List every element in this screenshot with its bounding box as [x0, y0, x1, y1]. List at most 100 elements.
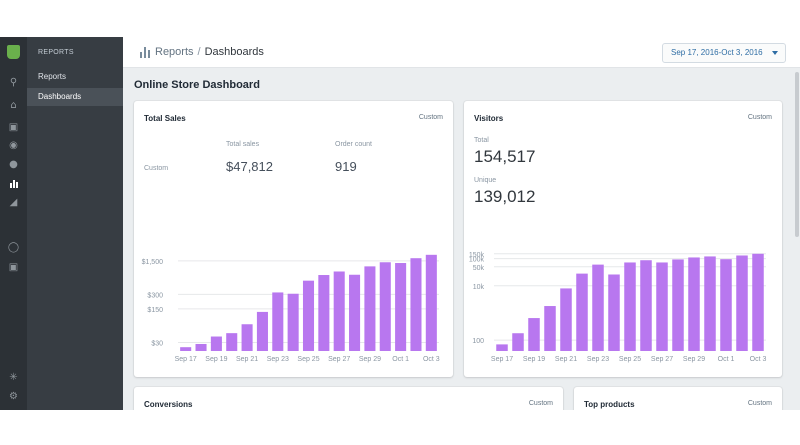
x-tick-label: Sep 29 — [359, 356, 381, 363]
top-margin — [0, 0, 800, 37]
visitors-unique-label: Unique — [474, 177, 497, 184]
vertical-scrollbar[interactable] — [795, 72, 799, 237]
breadcrumb-separator: / — [197, 46, 201, 58]
x-tick-label: Sep 29 — [683, 356, 705, 363]
x-tick-label: Sep 19 — [523, 356, 545, 363]
x-tick-label: Sep 19 — [205, 356, 227, 363]
chart-bar — [180, 347, 192, 351]
top-products-custom-link[interactable]: Custom — [747, 400, 772, 407]
visitors-unique-value: 139,012 — [474, 187, 536, 206]
online-store-icon[interactable]: ◯ — [7, 242, 20, 253]
order-count-value: 919 — [335, 159, 357, 174]
y-tick-label: $1,500 — [142, 259, 164, 266]
breadcrumb: Reports / Dashboards — [155, 46, 264, 58]
total-sales-value: $47,812 — [226, 159, 273, 174]
chart-bar — [672, 259, 684, 351]
chart-bar — [528, 318, 540, 351]
x-tick-label: Sep 23 — [267, 356, 289, 363]
x-tick-label: Sep 25 — [297, 356, 319, 363]
chart-bar — [395, 263, 407, 351]
conversions-custom-link[interactable]: Custom — [528, 400, 553, 407]
total-sales-chart: $30 $150 $300 $1,500 Sep 17 Sep 19 Sep 21 Sep 2… — [142, 254, 440, 363]
conversions-card: Conversions Custom — [134, 387, 563, 410]
chart-bar — [544, 306, 556, 351]
visitors-total-value: 154,517 — [474, 147, 536, 166]
date-range-picker[interactable]: Sep 17, 2016-Oct 3, 2016 — [662, 43, 786, 63]
icon-rail: ⚲ ⌂ ▣ ◉ ● ◢ ◯ ▣ ✳ ⚙ — [0, 37, 27, 410]
chart-bar — [752, 253, 764, 351]
visitors-title: Visitors — [474, 114, 504, 123]
chart-bar — [302, 280, 315, 351]
chart-bar — [333, 271, 345, 351]
chart-bar — [688, 257, 700, 351]
subnav-item-reports[interactable]: Reports — [38, 72, 67, 81]
chart-bar — [195, 343, 207, 351]
chart-bar — [349, 274, 361, 351]
main-content: Reports / Dashboards Sep 17, 2016-Oct 3, 2… — [123, 37, 800, 410]
y-tick-label: $300 — [147, 292, 163, 299]
x-tick-label: Sep 17 — [175, 356, 197, 363]
breadcrumb-reports-link[interactable]: Reports — [155, 46, 194, 58]
x-tick-label: Sep 25 — [619, 356, 641, 363]
settings-icon[interactable]: ⚙ — [9, 391, 18, 402]
chart-bar — [287, 293, 299, 351]
total-sales-card: Total Sales Custom Total sales Order cou… — [134, 101, 453, 377]
chart-bar — [496, 344, 508, 351]
chart-bar — [272, 292, 284, 351]
chart-bar — [241, 324, 253, 351]
sales-channel-icon[interactable]: ▣ — [8, 262, 19, 273]
bottom-margin — [0, 410, 800, 445]
chart-bar — [736, 255, 748, 351]
y-tick-label: 150k — [469, 252, 485, 259]
orders-icon[interactable]: ▣ — [8, 122, 19, 133]
chart-bar — [364, 266, 376, 351]
page-title: Online Store Dashboard — [134, 79, 260, 91]
home-icon[interactable]: ⌂ — [10, 100, 17, 111]
date-range-label: Sep 17, 2016-Oct 3, 2016 — [671, 48, 763, 57]
products-icon[interactable]: ◉ — [9, 140, 18, 151]
discounts-icon[interactable]: ◢ — [9, 197, 18, 208]
chart-bar — [640, 260, 652, 351]
total-sales-title: Total Sales — [144, 114, 186, 123]
chart-bar — [512, 333, 524, 351]
total-sales-custom-link[interactable]: Custom — [418, 114, 443, 121]
chart-bar — [656, 262, 668, 351]
chart-bar — [318, 275, 330, 351]
x-tick-label: Oct 3 — [423, 356, 440, 363]
search-icon[interactable]: ⚲ — [9, 77, 18, 88]
subnav-item-dashboards[interactable]: Dashboards — [27, 88, 123, 106]
chart-bar — [226, 333, 238, 351]
chart-bar — [256, 311, 268, 351]
reports-subnav: REPORTS Reports Dashboards — [27, 37, 123, 410]
total-sales-label: Total sales — [226, 141, 260, 148]
y-tick-label: 10k — [473, 284, 485, 291]
y-tick-label: 50k — [473, 265, 485, 272]
top-bar: Reports / Dashboards Sep 17, 2016-Oct 3, 2… — [123, 37, 800, 68]
visitors-total-label: Total — [474, 137, 489, 144]
sales-row-label: Custom — [144, 165, 169, 172]
visitors-custom-link[interactable]: Custom — [747, 114, 772, 121]
x-tick-label: Sep 17 — [491, 356, 513, 363]
x-tick-label: Sep 23 — [587, 356, 609, 363]
chart-bar — [560, 288, 572, 351]
apps-icon[interactable]: ✳ — [9, 372, 18, 383]
chart-bar — [425, 254, 437, 351]
chart-bar — [704, 256, 716, 351]
breadcrumb-current: Dashboards — [204, 46, 264, 58]
customers-icon[interactable]: ● — [9, 159, 18, 170]
x-tick-label: Oct 3 — [750, 356, 767, 363]
chart-bar — [720, 259, 732, 351]
x-tick-label: Sep 27 — [328, 356, 350, 363]
chart-bar — [624, 262, 636, 351]
subnav-heading: REPORTS — [38, 49, 74, 56]
order-count-label: Order count — [335, 141, 372, 148]
x-tick-label: Sep 21 — [555, 356, 577, 363]
chart-bar — [608, 274, 620, 351]
x-tick-label: Oct 1 — [392, 356, 409, 363]
store-logo-icon[interactable] — [7, 45, 20, 59]
top-products-title: Top products — [584, 400, 635, 409]
reports-icon[interactable] — [7, 178, 20, 191]
y-tick-label: 100 — [472, 338, 484, 345]
